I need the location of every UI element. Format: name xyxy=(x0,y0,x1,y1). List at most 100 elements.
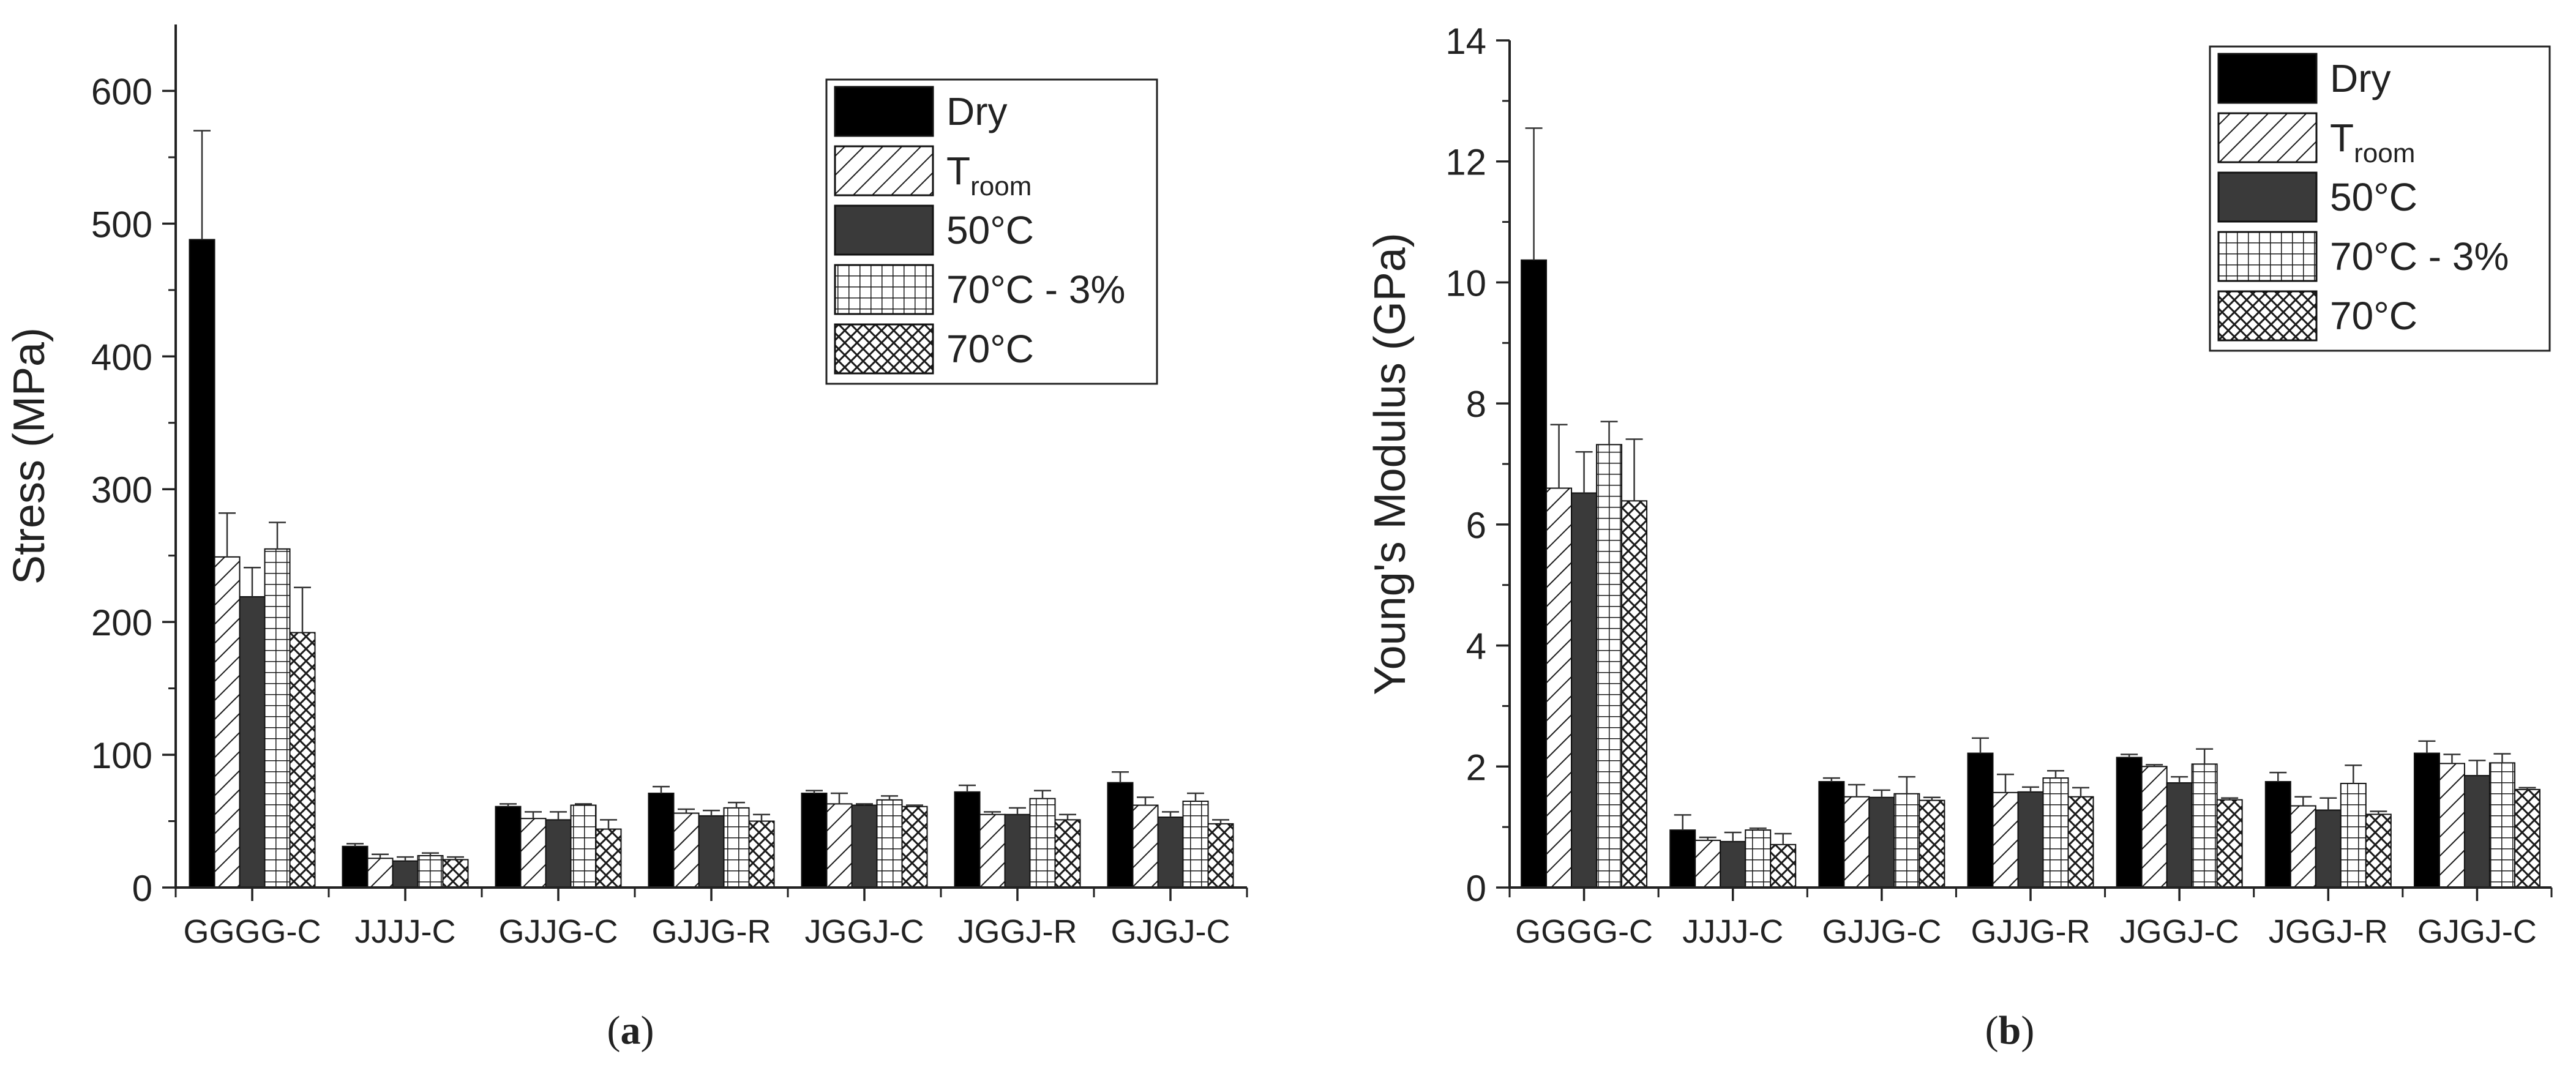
x-tick-label: JGGJ-R xyxy=(2269,913,2388,950)
bar-c70_3-gjgj-c xyxy=(1182,801,1209,888)
y-tick-label: 10 xyxy=(1445,263,1486,304)
bar-dry-gjjg-c xyxy=(495,806,522,888)
legend-label-main: 50°C xyxy=(2330,175,2417,219)
panel-caption: (b) xyxy=(1985,1008,2035,1053)
bar-c50-jggj-c xyxy=(851,804,878,888)
caption-letter: b xyxy=(1999,1008,2021,1053)
caption-paren-close: ) xyxy=(2021,1008,2034,1053)
legend-label-c70: 70°C xyxy=(946,327,1034,371)
y-tick-label: 2 xyxy=(1466,747,1486,788)
legend: Dry Troom 50°C 70°C - 3% 70°C xyxy=(825,78,1158,385)
bar-c70_3-jggj-r xyxy=(2340,782,2367,888)
bar-troom-gggg-c xyxy=(214,556,241,888)
bar-c70_3-gjjg-r xyxy=(723,807,750,889)
bar-troom-gjgj-c xyxy=(1132,804,1159,888)
x-tick-label: GJJG-C xyxy=(499,913,618,950)
x-tick-label: GGGG-C xyxy=(184,913,321,950)
legend-label-main: Dry xyxy=(2330,56,2391,100)
y-axis-label: Stress (MPa) xyxy=(5,327,54,585)
legend-label-subscript: room xyxy=(2354,138,2415,168)
bar-c70-jjjj-c xyxy=(442,859,469,889)
legend-swatch-dry xyxy=(834,86,934,137)
legend-swatch-c50 xyxy=(2217,171,2318,223)
y-tick-label: 14 xyxy=(1445,21,1486,62)
x-tick-label: JJJJ-C xyxy=(355,913,456,950)
bar-dry-gjjg-c xyxy=(1818,781,1845,888)
bar-c70-gjgj-c xyxy=(2514,788,2540,889)
bar-c70_3-gjjg-c xyxy=(1893,793,1920,889)
bar-c50-gjjg-c xyxy=(1868,796,1895,889)
bar-dry-gjgj-c xyxy=(1107,782,1134,888)
legend-label-c50: 50°C xyxy=(946,208,1034,252)
y-tick-label: 8 xyxy=(1466,384,1486,425)
bar-c70-gjjg-r xyxy=(2067,796,2094,888)
bar-c70-gjjg-c xyxy=(595,828,622,888)
bar-dry-gggg-c xyxy=(1521,259,1548,888)
legend-swatch-troom xyxy=(834,145,934,196)
x-tick-label: GJJG-R xyxy=(652,913,771,950)
bar-troom-jggj-c xyxy=(826,803,853,889)
x-tick-label: GJGJ-C xyxy=(2417,913,2537,950)
bar-c70-jggj-r xyxy=(2365,813,2392,888)
caption-paren-close: ) xyxy=(641,1008,654,1053)
legend: Dry Troom 50°C 70°C - 3% 70°C xyxy=(2209,45,2551,352)
y-tick-label: 500 xyxy=(91,204,152,245)
legend-label-c50: 50°C xyxy=(2330,175,2417,219)
bar-c50-gjjg-c xyxy=(545,819,572,889)
bar-c70-gggg-c xyxy=(1621,500,1648,888)
legend-swatch-troom xyxy=(2217,112,2318,163)
bar-c70_3-jjjj-c xyxy=(1745,829,1772,888)
bar-c70_3-jggj-c xyxy=(2191,763,2218,888)
x-tick-label: GGGG-C xyxy=(1515,913,1653,950)
y-tick-label: 600 xyxy=(91,71,152,112)
y-tick-label: 4 xyxy=(1466,626,1486,667)
legend-label-c70: 70°C xyxy=(2330,294,2417,338)
bar-c70-gggg-c xyxy=(289,632,316,888)
bar-troom-gjjg-r xyxy=(673,812,700,888)
bar-c70_3-gggg-c xyxy=(264,548,291,888)
caption-paren-open: ( xyxy=(607,1008,621,1053)
y-tick-label: 0 xyxy=(1466,868,1486,909)
legend-label-c70_3: 70°C - 3% xyxy=(2330,234,2509,279)
bar-dry-jggj-r xyxy=(2264,781,2291,888)
bar-c50-jggj-r xyxy=(2315,809,2342,889)
y-tick-label: 0 xyxy=(132,868,152,909)
bar-c70_3-jggj-c xyxy=(876,799,903,889)
bar-c70-gjgj-c xyxy=(1207,823,1234,889)
y-tick-label: 100 xyxy=(91,735,152,776)
legend-swatch-c70_3 xyxy=(834,264,934,315)
y-axis-label: Young's Modulus (GPa) xyxy=(1366,233,1415,695)
bar-c70-gjjg-r xyxy=(748,820,775,888)
bar-c70_3-jggj-r xyxy=(1029,798,1056,888)
bar-c70_3-gggg-c xyxy=(1596,444,1623,888)
bar-c50-gjgj-c xyxy=(1157,817,1184,888)
bar-troom-jjjj-c xyxy=(367,858,394,889)
x-tick-label: JJJJ-C xyxy=(1682,913,1783,950)
bar-c70_3-gjgj-c xyxy=(2488,762,2515,888)
y-tick-label: 12 xyxy=(1445,142,1486,183)
x-tick-label: GJJG-C xyxy=(1822,913,1941,950)
panel-caption: (a) xyxy=(607,1008,654,1053)
legend-label-subscript: room xyxy=(970,171,1032,201)
y-tick-label: 300 xyxy=(91,469,152,510)
bar-troom-jjjj-c xyxy=(1694,839,1721,889)
legend-label-c70_3: 70°C - 3% xyxy=(946,267,1125,312)
legend-label-main: T xyxy=(2330,116,2354,160)
legend-swatch-c70 xyxy=(2217,290,2318,342)
bar-c50-gggg-c xyxy=(239,596,266,888)
legend-label-main: Dry xyxy=(946,89,1008,133)
legend-label-main: T xyxy=(946,149,970,193)
bar-c70_3-gjjg-r xyxy=(2042,777,2069,889)
legend-swatch-dry xyxy=(2217,53,2318,104)
bar-c50-jjjj-c xyxy=(1720,840,1747,888)
bar-dry-gggg-c xyxy=(189,239,215,888)
bar-c50-gjjg-r xyxy=(2017,791,2044,888)
x-tick-label: JGGJ-C xyxy=(2120,913,2239,950)
legend-label-main: 70°C - 3% xyxy=(946,267,1125,312)
legend-swatch-c50 xyxy=(834,204,934,256)
bar-c50-jjjj-c xyxy=(392,860,419,888)
bar-troom-gjgj-c xyxy=(2438,763,2465,889)
legend-swatch-c70 xyxy=(834,323,934,375)
